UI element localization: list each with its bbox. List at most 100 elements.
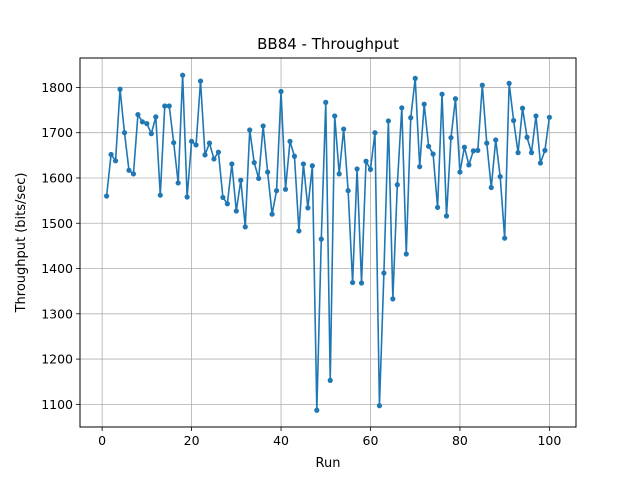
data-point (511, 117, 517, 124)
data-point (349, 279, 356, 286)
y-tick-label: 1500 (41, 216, 73, 231)
data-point (385, 118, 391, 124)
data-point (104, 193, 110, 199)
data-point (247, 127, 253, 133)
x-tick-label: 100 (537, 433, 561, 448)
data-point (180, 72, 186, 78)
data-point (130, 171, 137, 177)
data-point (260, 123, 266, 129)
data-point (117, 86, 123, 92)
y-tick-label: 1200 (41, 352, 73, 367)
data-point (188, 138, 195, 144)
data-point (457, 169, 463, 175)
data-point (452, 96, 459, 102)
data-point (206, 140, 213, 146)
data-point (466, 162, 472, 168)
plot-frame (79, 57, 577, 428)
data-point (376, 403, 383, 409)
data-point (162, 103, 168, 109)
data-point (426, 143, 432, 149)
data-point (421, 101, 427, 107)
data-point (305, 205, 311, 211)
data-point (528, 150, 535, 156)
data-point (318, 236, 324, 242)
data-point (519, 105, 526, 111)
data-point (537, 160, 544, 166)
data-point (211, 156, 217, 162)
data-point (394, 182, 400, 188)
data-point (224, 201, 230, 207)
data-point (135, 111, 141, 118)
y-tick-label: 1800 (41, 80, 73, 95)
data-point (139, 119, 145, 125)
y-tick-label: 1400 (41, 261, 73, 276)
y-axis-ticks: 1100 1200 1300 1400 1500 1600 1700 1800 (41, 80, 80, 412)
data-point (363, 158, 369, 164)
data-point (443, 213, 450, 219)
data-point (184, 194, 190, 200)
data-point (291, 153, 298, 159)
y-tick-label: 1600 (41, 170, 73, 185)
data-point (341, 126, 347, 132)
data-point (229, 161, 235, 167)
y-tick-label: 1100 (41, 397, 73, 412)
data-point (273, 188, 280, 194)
data-point (439, 91, 445, 97)
data-point (354, 166, 360, 172)
data-point (309, 163, 315, 169)
data-point (314, 407, 320, 413)
data-point (515, 150, 521, 156)
data-point (417, 164, 423, 170)
x-axis-label: Run (316, 456, 341, 471)
data-point (430, 151, 436, 157)
x-tick-label: 20 (184, 433, 200, 448)
y-tick-label: 1300 (41, 306, 73, 321)
data-point (144, 121, 150, 127)
data-point (287, 138, 293, 144)
series-line (105, 74, 551, 412)
data-point (367, 166, 374, 172)
data-point (265, 169, 271, 175)
data-point (175, 180, 181, 186)
data-point (153, 114, 159, 120)
data-point (166, 103, 172, 109)
data-point (296, 228, 302, 234)
data-point (242, 224, 248, 230)
data-point (332, 113, 338, 119)
data-point (390, 296, 396, 302)
data-point (220, 194, 226, 201)
data-point (171, 140, 177, 146)
data-point (300, 161, 307, 167)
data-point (358, 280, 365, 286)
data-point (470, 148, 476, 154)
data-point (434, 204, 441, 211)
x-tick-label: 40 (273, 433, 289, 448)
data-point (215, 149, 222, 155)
y-tick-label: 1700 (41, 125, 73, 140)
data-point (381, 270, 387, 276)
data-point (238, 177, 244, 183)
data-point (251, 159, 257, 166)
data-point (493, 137, 499, 143)
data-point (256, 175, 262, 182)
x-axis-ticks: 0 20 40 60 80 100 (98, 427, 561, 448)
data-point (372, 130, 378, 136)
data-point (233, 208, 239, 214)
chart-title: BB84 - Throughput (257, 35, 399, 53)
data-point (112, 158, 119, 164)
data-point (408, 115, 414, 121)
data-point (197, 78, 204, 84)
series-throughput (104, 72, 552, 413)
y-axis-label: Throughput (bits/sec) (14, 173, 29, 314)
data-point (475, 147, 481, 153)
data-point (148, 131, 154, 137)
x-tick-label: 0 (98, 433, 106, 448)
data-point (126, 167, 132, 173)
data-point (484, 140, 490, 146)
data-point (546, 114, 552, 120)
data-point (403, 251, 409, 257)
data-point (497, 174, 503, 180)
data-point (327, 377, 333, 383)
data-point (412, 75, 418, 81)
